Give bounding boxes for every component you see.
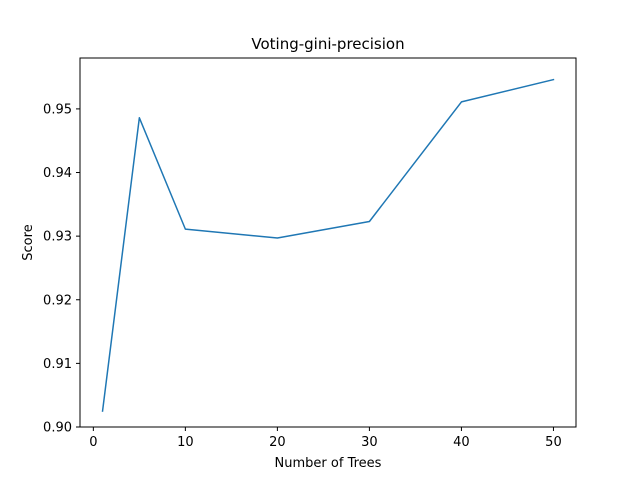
- y-tick-label: 0.91: [43, 357, 72, 372]
- x-tick-label: 40: [453, 435, 470, 450]
- x-tick-label: 20: [269, 435, 286, 450]
- y-tick-label: 0.90: [43, 421, 72, 436]
- x-tick-label: 0: [89, 435, 97, 450]
- y-tick-label: 0.95: [43, 102, 72, 117]
- series-layer: [101, 78, 555, 412]
- series-line: [101, 78, 555, 412]
- chart-title: Voting-gini-precision: [251, 35, 404, 53]
- y-tick-label: 0.94: [43, 166, 72, 181]
- x-tick-label: 10: [177, 435, 194, 450]
- plot-area-frame: [79, 57, 577, 428]
- y-tick-label: 0.93: [43, 230, 72, 245]
- x-axis-label: Number of Trees: [275, 456, 382, 471]
- x-tick-label: 50: [545, 435, 562, 450]
- y-axis-ticks: 0.90 0.91 0.92 0.93 0.94 0.95: [43, 102, 80, 436]
- y-axis-label: Score: [21, 224, 36, 260]
- x-axis-ticks: 0 10 20 30 40 50: [89, 427, 562, 450]
- x-tick-label: 30: [361, 435, 378, 450]
- y-tick-label: 0.92: [43, 293, 72, 308]
